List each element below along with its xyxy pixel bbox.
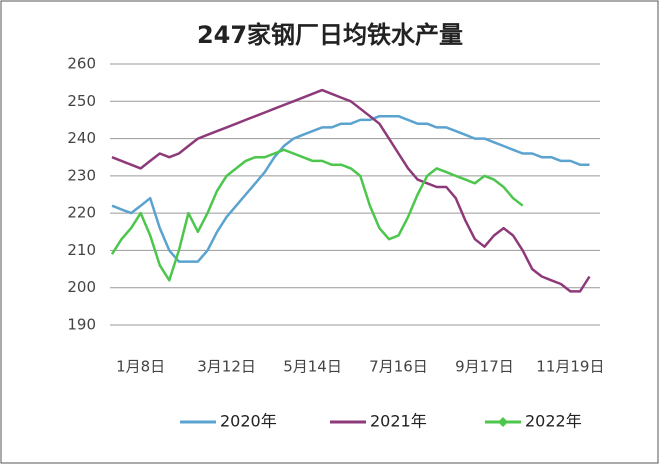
legend-label: 2022年 — [525, 412, 582, 431]
chart-title: 247家钢厂日均铁水产量 — [197, 21, 463, 49]
x-tick-label: 9月17日 — [455, 358, 514, 376]
y-tick-label: 260 — [67, 55, 96, 73]
y-tick-label: 230 — [67, 166, 96, 184]
legend-marker — [498, 417, 508, 427]
series-line — [111, 114, 590, 263]
series-line — [111, 88, 591, 293]
legend-label: 2020年 — [220, 412, 277, 431]
y-tick-label: 190 — [67, 316, 96, 334]
x-tick-label: 3月12日 — [197, 358, 256, 376]
x-tick-label: 5月14日 — [283, 358, 342, 376]
y-tick-label: 240 — [67, 129, 96, 147]
series-line — [110, 148, 524, 282]
y-tick-label: 220 — [67, 204, 96, 222]
x-tick-label: 11月19日 — [536, 358, 604, 376]
y-tick-label: 200 — [67, 278, 96, 296]
legend-label: 2021年 — [370, 412, 427, 431]
x-tick-label: 7月16日 — [369, 358, 428, 376]
y-tick-label: 210 — [67, 241, 96, 259]
x-tick-label: 1月8日 — [116, 358, 165, 376]
y-tick-label: 250 — [67, 92, 96, 110]
